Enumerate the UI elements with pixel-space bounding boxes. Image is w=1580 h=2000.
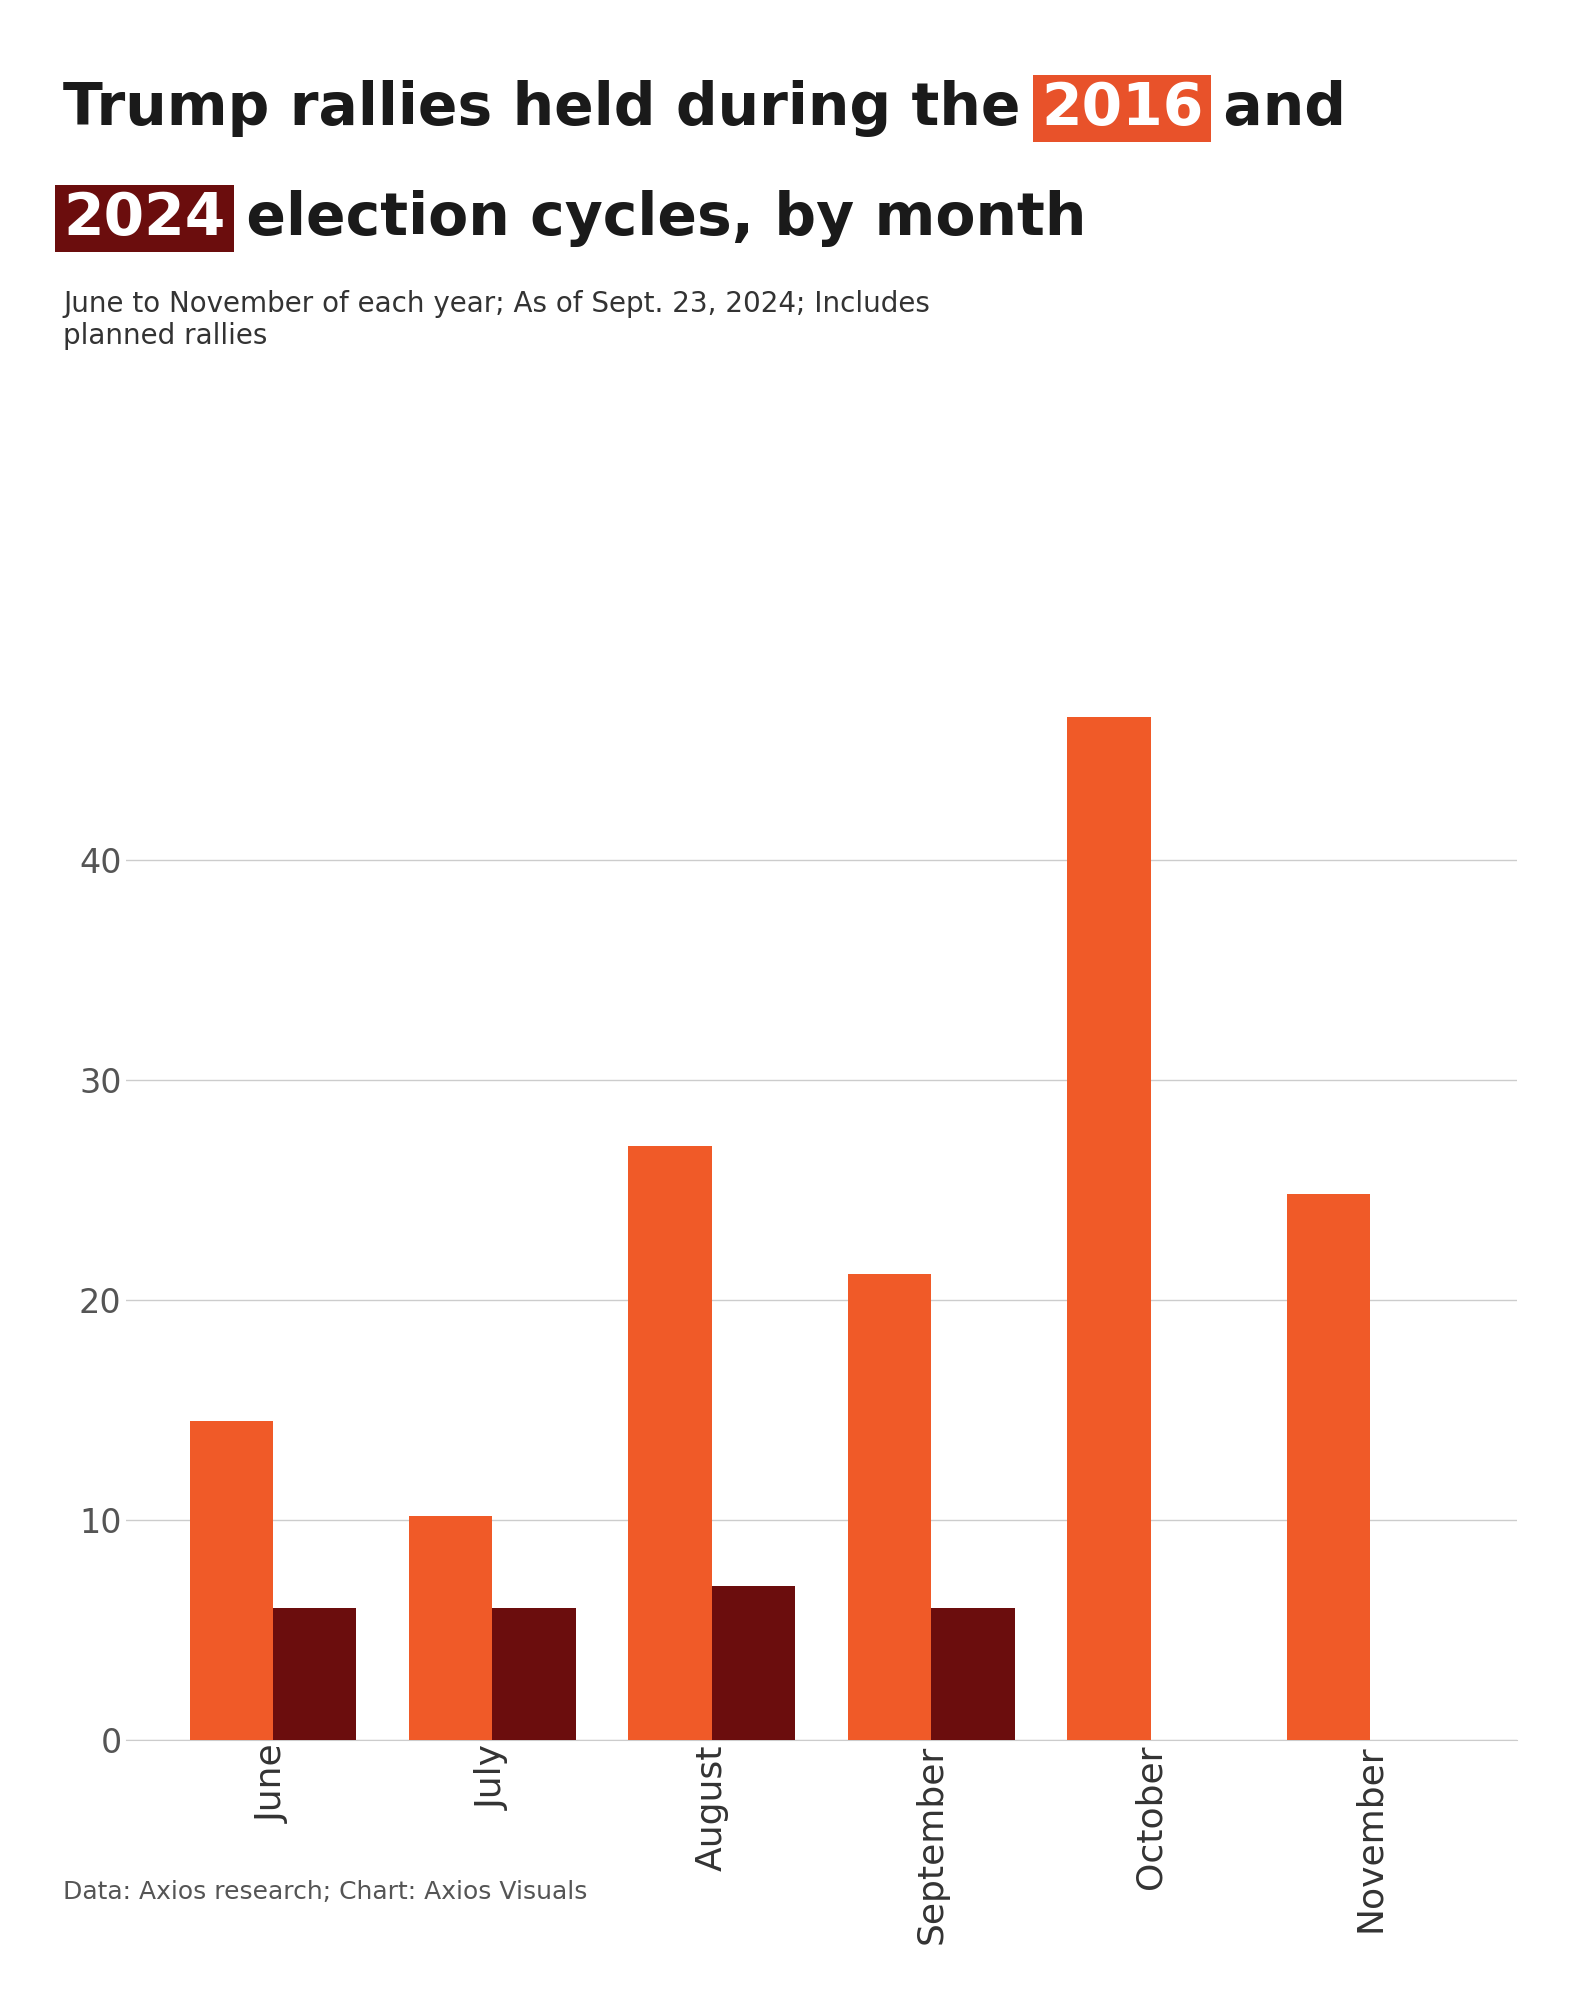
Text: 2016: 2016: [1041, 80, 1204, 136]
Bar: [629, 1146, 713, 1740]
Bar: [493, 1608, 575, 1740]
Bar: [1286, 1194, 1370, 1740]
Text: Trump rallies held during the: Trump rallies held during the: [63, 80, 1041, 136]
Text: Data: Axios research; Chart: Axios Visuals: Data: Axios research; Chart: Axios Visua…: [63, 1880, 588, 1904]
Text: election cycles, by month: election cycles, by month: [226, 190, 1085, 246]
Bar: [848, 1274, 931, 1740]
Text: June to November of each year; As of Sept. 23, 2024; Includes
planned rallies: June to November of each year; As of Sep…: [63, 290, 931, 350]
Bar: [409, 1516, 493, 1740]
Text: and: and: [1204, 80, 1346, 136]
Bar: [713, 1586, 795, 1740]
Bar: [190, 1420, 273, 1740]
Text: 2024: 2024: [63, 190, 226, 246]
Bar: [1068, 718, 1150, 1740]
Bar: [273, 1608, 357, 1740]
Bar: [931, 1608, 1014, 1740]
